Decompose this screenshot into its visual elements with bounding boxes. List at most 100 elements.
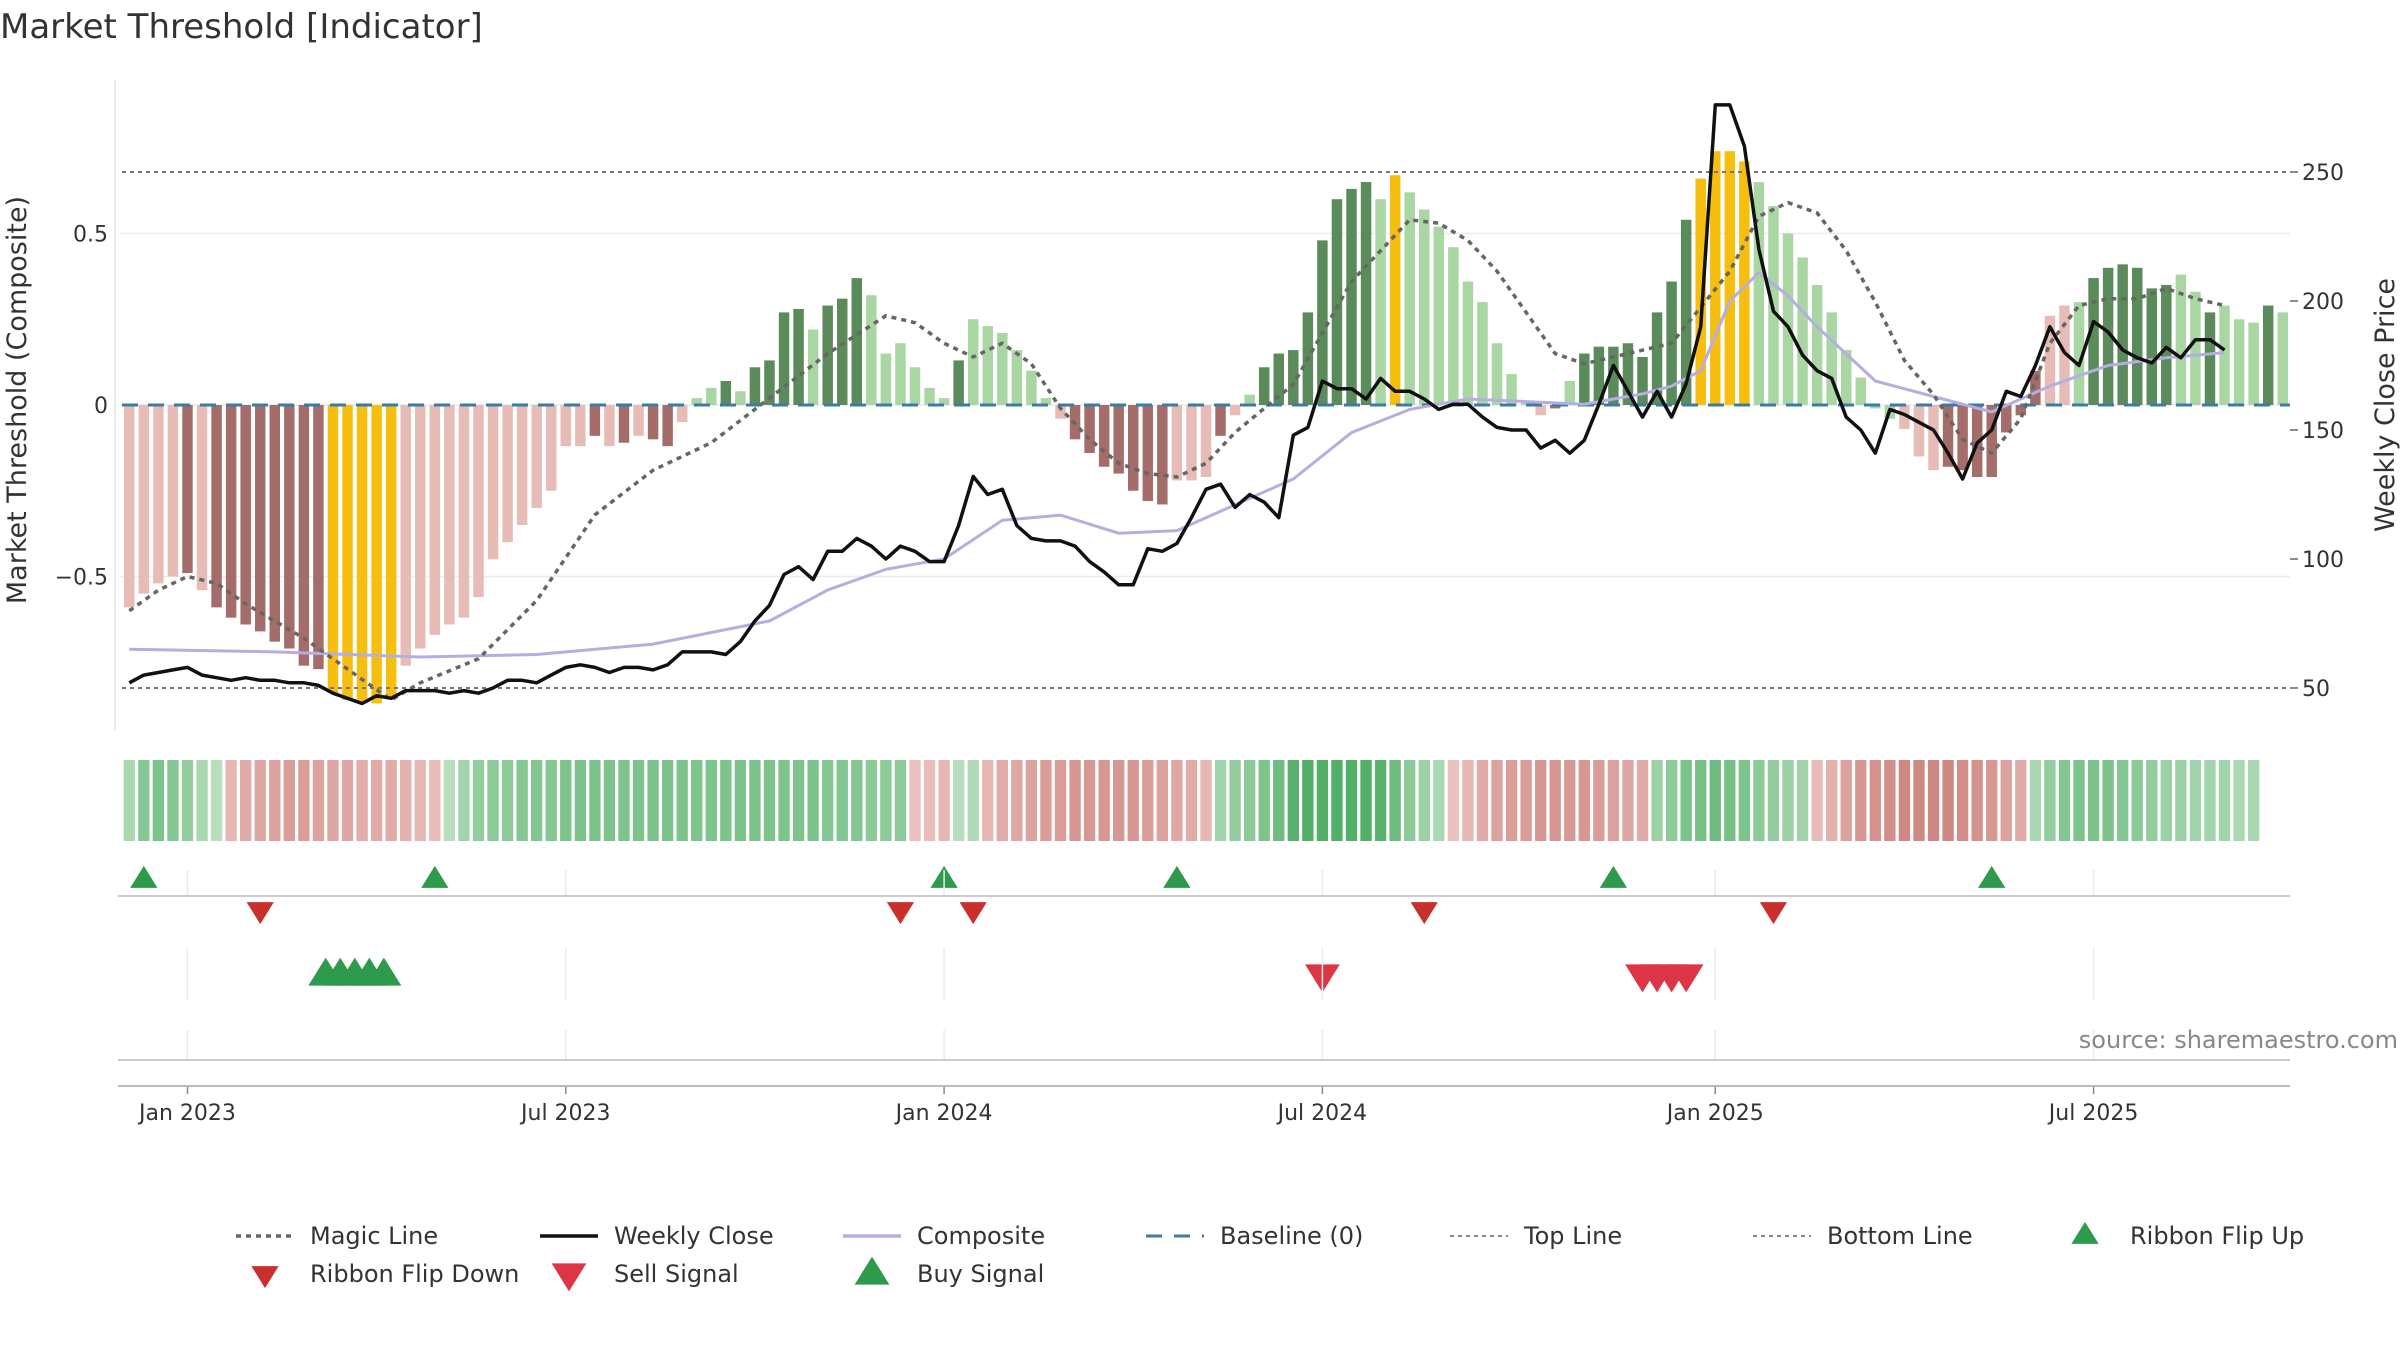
legend-swatch — [854, 1256, 890, 1285]
composite-bar — [1433, 226, 1445, 405]
ribbon-flip-up-marker — [1978, 865, 2006, 888]
composite-bar — [546, 405, 557, 491]
composite-bar — [1375, 199, 1386, 405]
ribbon-cell — [967, 760, 979, 841]
composite-bar — [1840, 350, 1852, 405]
composite-bar — [2117, 264, 2128, 405]
composite-bar — [2219, 305, 2230, 405]
ribbon-cell — [1083, 760, 1096, 841]
ribbon-cell — [1505, 760, 1518, 841]
composite-bar — [647, 405, 659, 440]
composite-bar — [371, 405, 382, 704]
ribbon-cell — [1302, 760, 1314, 841]
composite-bar — [1448, 247, 1459, 405]
y2-axis-ticks: 250 200 150 100 50 — [2290, 161, 2344, 702]
composite-bar — [676, 405, 688, 423]
ribbon-cell — [1986, 760, 1998, 841]
ribbon-cell — [996, 760, 1008, 841]
ribbon-cell — [676, 760, 688, 841]
ribbon-cell — [836, 760, 848, 841]
ribbon-cell — [1433, 760, 1445, 841]
bottom-panel — [118, 870, 2290, 1094]
ribbon-cell — [487, 760, 499, 841]
ribbon-cell — [2117, 760, 2129, 841]
composite-bar — [1360, 182, 1372, 405]
ribbon-flip-down-marker — [246, 902, 274, 925]
ribbon-cell — [763, 760, 776, 841]
composite-bar — [2233, 319, 2245, 405]
composite-bar — [706, 387, 717, 405]
ribbon-cell — [1258, 760, 1270, 841]
ribbon-cell — [822, 760, 834, 841]
ribbon-cell — [1200, 760, 1212, 841]
y2-tick-label: 100 — [2302, 548, 2344, 573]
ribbon-cell — [1345, 760, 1358, 841]
x-tick-label: Jan 2025 — [1665, 1101, 1764, 1126]
composite-bar — [938, 398, 950, 405]
composite-bar — [1026, 370, 1037, 405]
ribbon-cell — [1651, 760, 1663, 841]
composite-bar — [2204, 312, 2216, 405]
composite-bar — [2277, 312, 2288, 405]
legend-item: Ribbon Flip Down — [251, 1260, 519, 1289]
legend-item: Composite — [843, 1222, 1045, 1250]
legend-item: Sell Signal — [551, 1260, 739, 1292]
y-tick-label: 0.5 — [73, 223, 108, 248]
composite-bar — [1535, 405, 1546, 416]
sell-signal-marker — [1668, 964, 1704, 993]
composite-bar — [1186, 405, 1197, 481]
ribbon-cell — [152, 760, 165, 841]
x-tick-label: Jan 2023 — [137, 1101, 236, 1126]
ribbon-cell — [1243, 760, 1256, 841]
ribbon-cell — [1593, 760, 1605, 841]
ribbon-cell — [2058, 760, 2071, 841]
composite-bar — [2131, 267, 2143, 405]
composite-bar — [1128, 405, 1139, 491]
composite-bar — [1579, 353, 1590, 405]
ribbon-flip-up-marker — [130, 865, 158, 888]
composite-bar — [356, 405, 368, 704]
ribbon-cell — [1214, 760, 1227, 841]
ribbon-cell — [603, 760, 616, 841]
ribbon-cell — [618, 760, 630, 841]
composite-bar — [1055, 405, 1066, 419]
composite-bar — [1491, 343, 1503, 405]
ribbon-cell — [1520, 760, 1532, 841]
ribbon-cell — [1113, 760, 1125, 841]
ribbon-cell — [807, 760, 819, 841]
x-tick-label: Jul 2024 — [1276, 1101, 1368, 1126]
composite-bar — [1215, 405, 1226, 436]
composite-bar — [1317, 240, 1328, 405]
ribbon-cell — [196, 760, 208, 841]
ribbon-cell — [1491, 760, 1503, 841]
ribbon-cell — [1825, 760, 1838, 841]
ribbon-cell — [356, 760, 368, 841]
ribbon-cell — [1040, 760, 1052, 841]
legend-label: Ribbon Flip Down — [310, 1260, 519, 1288]
composite-bar — [1142, 405, 1154, 502]
composite-bar — [327, 405, 339, 694]
ribbon-cell — [1229, 760, 1241, 841]
ribbon-cell — [2233, 760, 2245, 841]
composite-bar — [196, 405, 208, 591]
composite-bar — [1608, 346, 1619, 405]
ribbon-cell — [1578, 760, 1590, 841]
composite-bar — [1724, 151, 1736, 405]
composite-bar — [342, 405, 353, 700]
ribbon-cell — [1098, 760, 1110, 841]
composite-bar — [604, 405, 615, 447]
ribbon-cell — [1971, 760, 1983, 841]
composite-bar — [2073, 302, 2085, 405]
weekly-close-line — [128, 103, 2226, 706]
ribbon-cell — [1884, 760, 1896, 841]
ribbon-cell — [1069, 760, 1081, 841]
ribbon-cell — [982, 760, 994, 841]
ribbon-cell — [1753, 760, 1765, 841]
composite-bar — [444, 405, 455, 625]
legend-label: Composite — [917, 1222, 1045, 1250]
composite-bar — [1942, 405, 1954, 467]
ribbon-cell — [1549, 760, 1561, 841]
composite-bar — [982, 326, 993, 405]
composite-bar — [1084, 405, 1095, 454]
